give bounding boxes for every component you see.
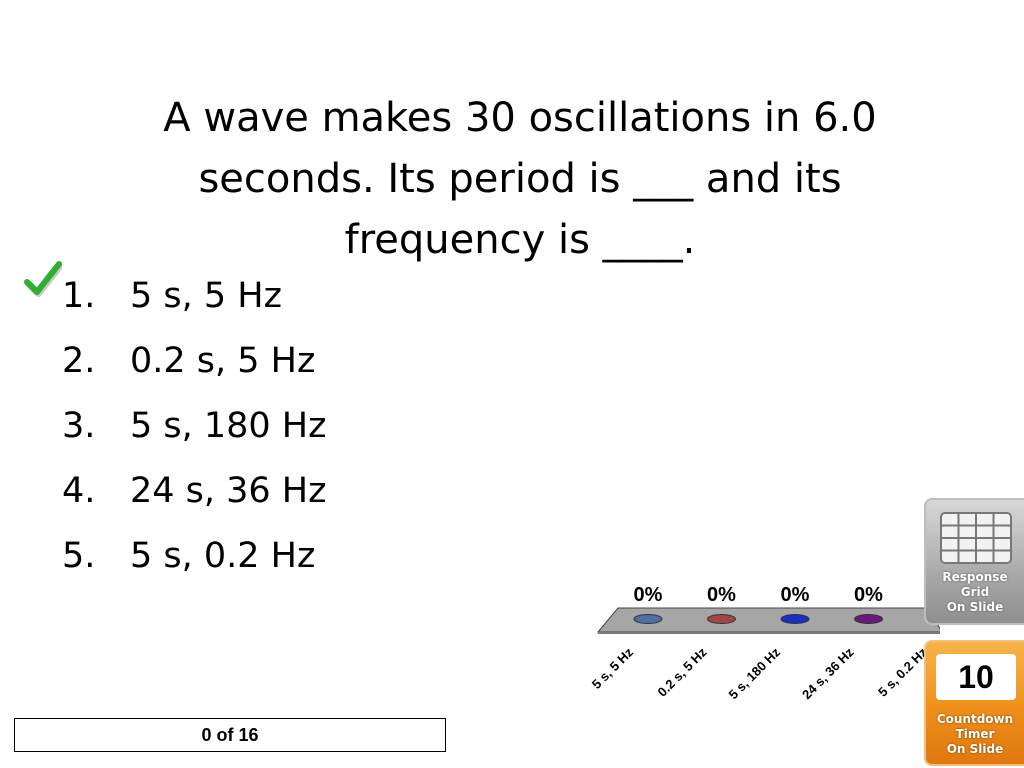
label-line: On Slide (946, 600, 1004, 614)
answer-number: 4. (62, 471, 96, 511)
answer-number: 5. (62, 536, 96, 576)
timer-value: 10 (936, 654, 1016, 700)
answer-number: 2. (62, 341, 96, 381)
chart-bar-base (707, 614, 736, 624)
chart-floor-edge (598, 632, 940, 634)
answer-number: 3. (62, 406, 96, 446)
chart-value-label: 0% (854, 584, 883, 606)
question-text: A wave makes 30 oscillations in 6.0 seco… (130, 88, 910, 271)
chart-floor (596, 607, 940, 633)
chart-category-label: 5 s, 5 Hz (589, 644, 637, 692)
label-line: Countdown (936, 712, 1014, 726)
grid-icon (940, 512, 1012, 564)
answer-text: 5 s, 0.2 Hz (130, 536, 316, 576)
chart-bar-base (780, 614, 810, 624)
chart-value-label: 0% (707, 584, 736, 606)
label-line: Grid (960, 585, 990, 599)
countdown-timer-button[interactable]: 10 Countdown Timer On Slide (924, 640, 1024, 766)
chart-bar-base (854, 614, 883, 624)
chart-category-label: 0.2 s, 5 Hz (655, 644, 710, 699)
chart-value-label: 0% (781, 584, 810, 606)
response-chart: 0% 5 s, 5 Hz 0% 0.2 s, 5 Hz 0% 5 s, 180 Hz 0% 2… (589, 584, 940, 702)
answer-text: 5 s, 180 Hz (130, 406, 327, 446)
response-counter: 0 of 16 (14, 718, 446, 752)
question-line: frequency is ____. (344, 217, 696, 263)
question-line: A wave makes 30 oscillations in 6.0 (163, 95, 877, 141)
checkmark-icon (24, 261, 62, 297)
chart-value-label: 0% (634, 584, 663, 606)
chart-category-label: 5 s, 0.2 Hz (875, 644, 930, 699)
chart-category-label: 24 s, 36 Hz (799, 644, 857, 702)
countdown-timer-label: Countdown Timer On Slide (926, 712, 1024, 757)
label-line: Timer (955, 727, 995, 741)
answer-text: 5 s, 5 Hz (130, 276, 282, 316)
answer-text: 0.2 s, 5 Hz (130, 341, 316, 381)
question-line: seconds. Its period is ___ and its (198, 156, 842, 202)
label-line: On Slide (946, 742, 1004, 756)
answer-number: 1. (62, 276, 96, 316)
chart-category-label: 5 s, 180 Hz (725, 644, 783, 702)
response-grid-button[interactable]: Response Grid On Slide (924, 498, 1024, 625)
response-grid-label: Response Grid On Slide (926, 570, 1024, 615)
label-line: Response (942, 570, 1008, 584)
chart-bar-base (633, 614, 663, 624)
answer-text: 24 s, 36 Hz (130, 471, 327, 511)
